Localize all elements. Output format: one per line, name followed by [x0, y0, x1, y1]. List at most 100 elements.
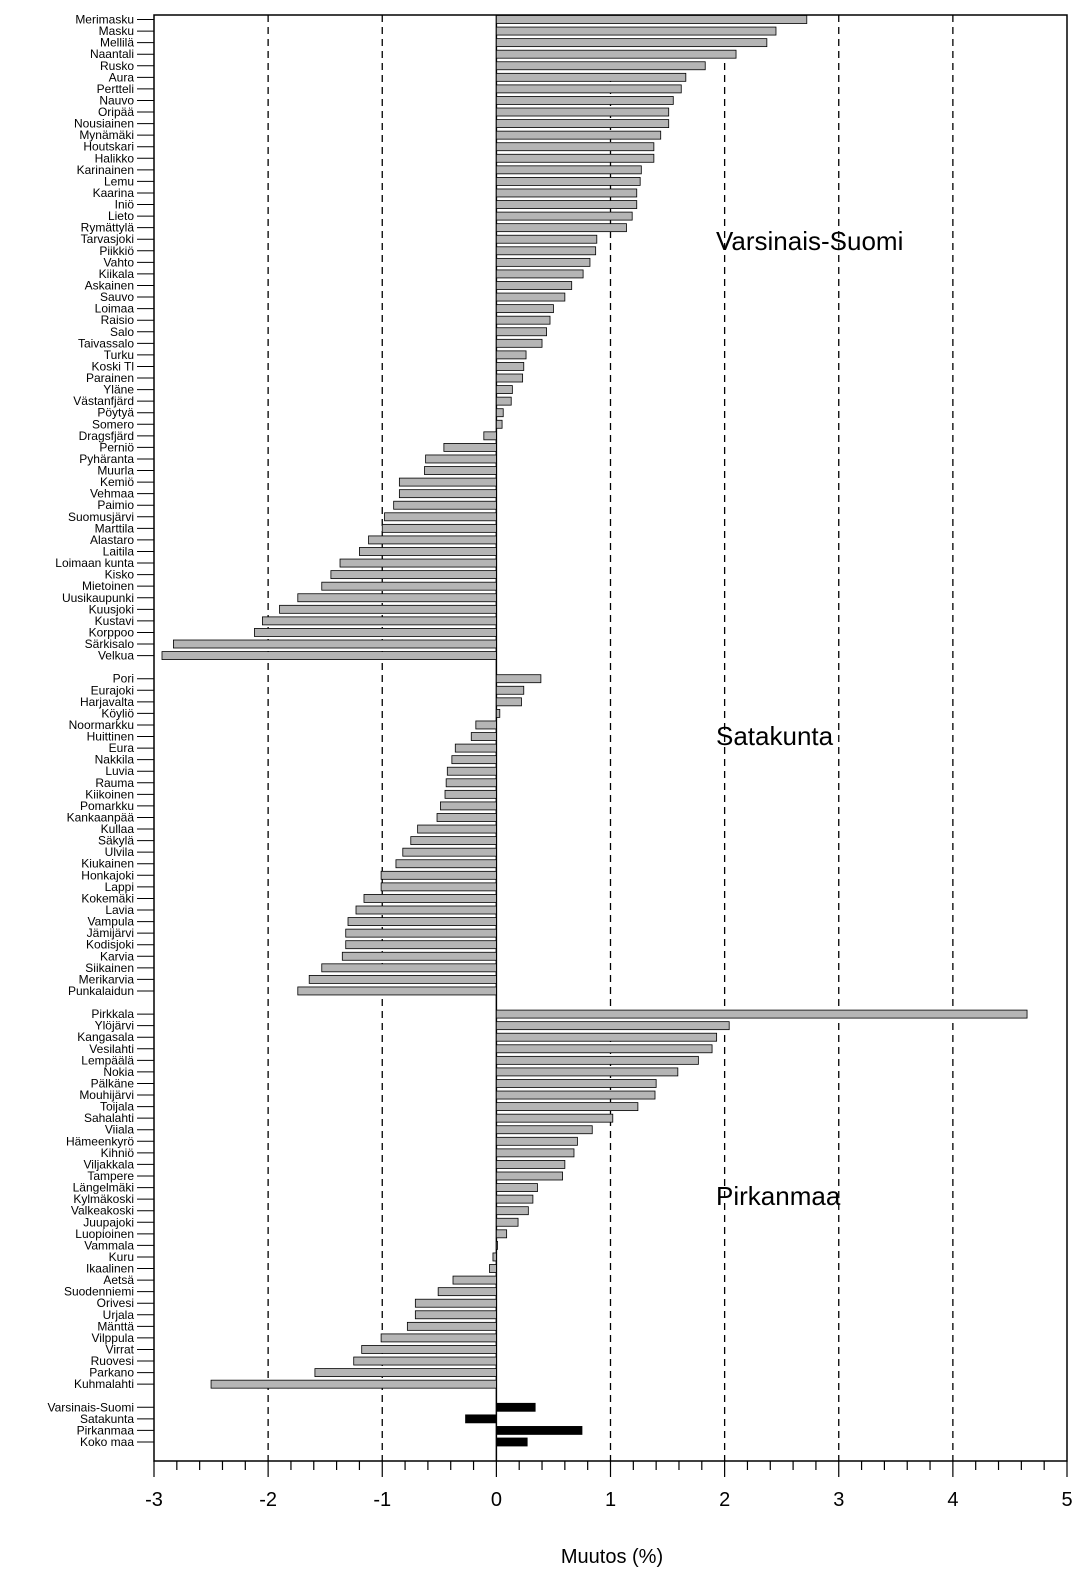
- bar-luopioinen: [495, 1229, 508, 1239]
- category-label: Suomusjärvi: [68, 510, 134, 524]
- bar-aetsa: [452, 1275, 497, 1285]
- category-label: Merimasku: [75, 13, 134, 27]
- category-label: Kuusjoki: [89, 602, 134, 616]
- bar-varsinais-suomi: [495, 1402, 536, 1412]
- x-tick-label: 1: [605, 1489, 616, 1511]
- category-label: Masku: [99, 24, 134, 38]
- category-label: Loimaan kunta: [55, 556, 134, 570]
- bar-pernio: [443, 443, 497, 452]
- bar-lappi: [380, 882, 497, 892]
- x-tick-label: 5: [1061, 1489, 1072, 1511]
- bar-karinainen: [495, 165, 642, 175]
- region-label-satakunta: Satakunta: [716, 721, 834, 751]
- bar-koski-tl: [495, 362, 525, 371]
- category-label: Taivassalo: [78, 336, 134, 350]
- category-label: Somero: [92, 417, 134, 431]
- category-label: Koski Tl: [92, 359, 134, 373]
- category-label: Viljakkala: [84, 1157, 135, 1171]
- bar-lavia: [355, 905, 497, 915]
- bar-loimaa: [495, 304, 554, 314]
- bar-ylojarvi: [495, 1021, 730, 1031]
- category-label: Sahalahti: [84, 1111, 134, 1125]
- category-label: Kiikoinen: [85, 787, 134, 801]
- category-label: Kodisjoki: [86, 938, 134, 952]
- bar-sarkisalo: [173, 639, 497, 649]
- bar-sakyla: [410, 836, 497, 846]
- bar-pomarkku: [440, 801, 497, 811]
- category-label: Pertteli: [97, 82, 134, 96]
- category-label: Kokemäki: [81, 891, 134, 905]
- bar-sahalahti: [495, 1113, 614, 1123]
- bar-kihnio: [495, 1148, 575, 1158]
- category-label: Korppoo: [89, 625, 135, 639]
- bar-rymattyla: [495, 223, 627, 233]
- bar-vilppula: [380, 1333, 497, 1343]
- category-label: Kiukainen: [81, 857, 134, 871]
- bar-kylmakoski: [495, 1194, 534, 1204]
- bar-velkua: [161, 651, 497, 660]
- category-label: Pälkäne: [91, 1076, 135, 1090]
- category-label: Harjavalta: [80, 695, 134, 709]
- category-labels: MerimaskuMaskuMelliläNaantaliRuskoAuraPe…: [48, 13, 135, 1449]
- category-label: Vammala: [84, 1238, 134, 1252]
- bar-nokia: [495, 1067, 679, 1077]
- bar-turku: [495, 350, 527, 360]
- category-label: Dragsfjärd: [79, 429, 134, 443]
- bar-mietoinen: [321, 581, 497, 591]
- bars-layer: [161, 15, 1028, 1447]
- category-label: Jämijärvi: [87, 926, 134, 940]
- bar-vesilahti: [495, 1044, 713, 1054]
- bar-merimasku: [495, 15, 808, 24]
- category-label: Kisko: [105, 568, 135, 582]
- category-label: Punkalaidun: [68, 984, 134, 998]
- bar-askainen: [495, 281, 573, 290]
- x-tick-label: -2: [259, 1489, 277, 1511]
- category-label: Lempäälä: [81, 1053, 134, 1067]
- category-label: Lappi: [105, 880, 134, 894]
- bar-pyharanta: [425, 454, 497, 464]
- bar-koylio: [495, 709, 501, 718]
- bar-piikkio: [495, 246, 597, 256]
- category-label: Eura: [109, 741, 135, 755]
- bar-ylane: [495, 385, 513, 394]
- category-label: Tarvasjoki: [81, 232, 134, 246]
- bar-merikarvia: [308, 974, 497, 984]
- bar-tampere: [495, 1171, 563, 1181]
- category-label: Marttila: [95, 521, 135, 535]
- bar-eurajoki: [495, 685, 525, 695]
- category-label: Ikaalinen: [86, 1262, 134, 1276]
- category-label: Särkisalo: [85, 637, 135, 651]
- y-axis-ticks: [137, 19, 154, 1443]
- bar-eura: [454, 743, 497, 753]
- bar-kiikala: [495, 269, 584, 279]
- category-label: Lemu: [104, 174, 134, 188]
- bar-kokemaki: [363, 894, 497, 903]
- category-label: Noormarkku: [69, 718, 134, 732]
- bar-viiala: [495, 1125, 593, 1135]
- category-label: Parainen: [86, 371, 134, 385]
- category-label: Viiala: [105, 1123, 134, 1137]
- category-label: Velkua: [98, 649, 134, 663]
- category-label: Kustavi: [95, 614, 134, 628]
- category-label: Laitila: [103, 544, 135, 558]
- bar-hameenkyro: [495, 1136, 578, 1146]
- category-label: Eurajoki: [91, 683, 134, 697]
- category-label: Loimaa: [95, 302, 135, 316]
- bar-pirkanmaa: [495, 1426, 583, 1435]
- bar-masku: [495, 26, 777, 36]
- bar-alastaro: [368, 535, 497, 545]
- category-label: Kullaa: [101, 822, 135, 836]
- category-label: Alastaro: [90, 533, 134, 547]
- bar-pori: [495, 674, 542, 684]
- bar-kuusjoki: [279, 604, 497, 614]
- category-label: Pöytyä: [97, 406, 134, 420]
- category-label: Pyhäranta: [79, 452, 134, 466]
- category-label: Iniö: [115, 198, 135, 212]
- category-label: Pori: [113, 672, 134, 686]
- bar-mouhijarvi: [495, 1090, 656, 1100]
- category-label: Juupajoki: [83, 1215, 134, 1229]
- bar-siikainen: [321, 963, 497, 973]
- category-label: Houtskari: [83, 140, 134, 154]
- category-label: Säkylä: [98, 834, 134, 848]
- bar-orivesi: [414, 1298, 497, 1308]
